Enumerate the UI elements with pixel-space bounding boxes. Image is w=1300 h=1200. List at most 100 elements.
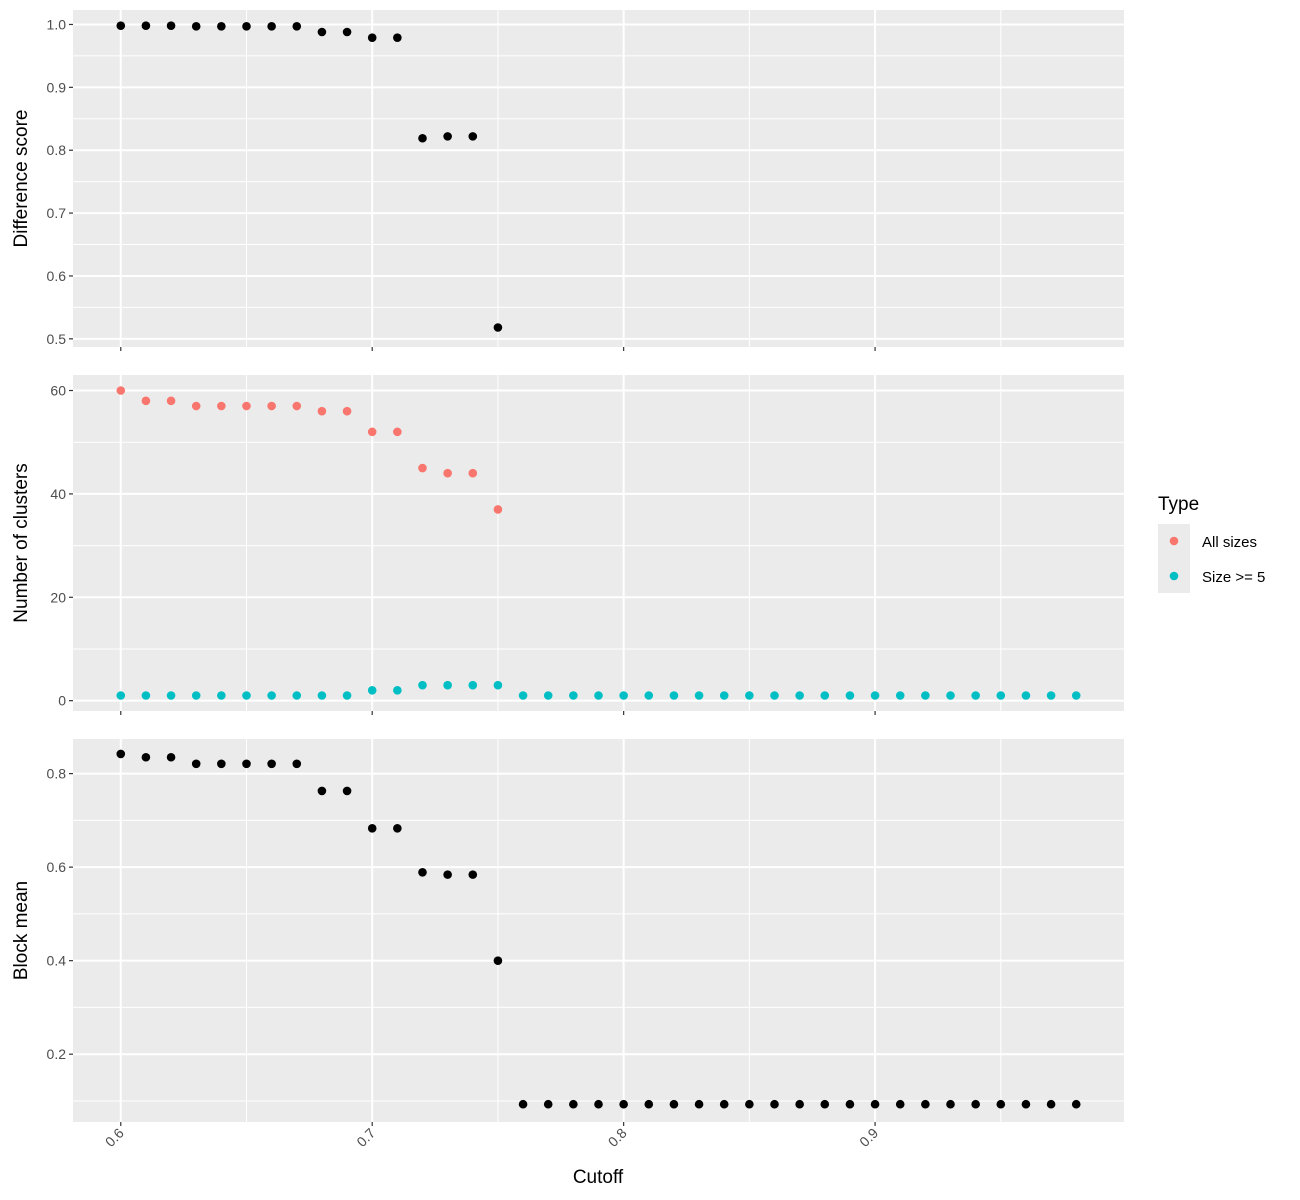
data-point — [895, 691, 905, 700]
data-point — [971, 691, 980, 700]
data-point — [292, 759, 302, 769]
x-tick-label: 0.7 — [353, 1125, 378, 1150]
data-point — [443, 870, 452, 879]
data-point — [292, 22, 302, 31]
data-point — [342, 691, 352, 700]
y-tick-label: 0.9 — [47, 79, 67, 95]
data-point — [921, 1099, 930, 1109]
panel-background — [73, 375, 1124, 711]
data-point — [342, 406, 352, 416]
data-point — [895, 1099, 905, 1109]
data-point — [367, 686, 377, 695]
panel-blockmean: 0.2 0.4 0.6 0.8 Block mean — [11, 739, 1124, 1126]
data-point — [317, 406, 327, 416]
series — [116, 749, 1081, 1109]
data-point — [267, 759, 276, 769]
data-point — [820, 1099, 830, 1109]
data-point — [1021, 691, 1031, 700]
data-point — [443, 468, 452, 478]
data-point — [116, 691, 126, 700]
legend-key-size-ge-5 — [1169, 571, 1179, 581]
data-point — [242, 401, 251, 411]
data-point — [242, 22, 251, 31]
data-point — [694, 1099, 704, 1109]
data-point — [367, 427, 377, 437]
y-tick-label: 0.8 — [47, 766, 67, 782]
y-tick-label: 0.4 — [47, 953, 67, 969]
legend-label-all-sizes: All sizes — [1202, 534, 1257, 551]
data-point — [317, 786, 327, 796]
data-point — [1021, 1099, 1031, 1109]
data-point — [870, 1099, 880, 1109]
data-point — [594, 1099, 603, 1109]
data-point — [217, 22, 226, 31]
data-point — [543, 691, 553, 700]
y-axis-title: Number of clusters — [11, 463, 32, 622]
panel-background — [73, 10, 1124, 347]
data-point — [292, 691, 302, 700]
data-point — [745, 691, 754, 700]
data-point — [594, 691, 603, 700]
data-point — [1071, 691, 1081, 700]
data-point — [694, 691, 704, 700]
panels-layer: 0.5 0.6 0.7 0.8 0.9 1.0 Difference score 0 20 40 6… — [11, 10, 1124, 1150]
legend: Type All sizes Size >= 5 — [1158, 494, 1265, 593]
data-point — [342, 27, 352, 37]
data-point — [367, 33, 377, 42]
data-point — [418, 867, 427, 877]
data-point — [317, 27, 327, 37]
y-tick-label: 0.8 — [47, 142, 67, 158]
y-tick-label: 0.7 — [47, 205, 67, 221]
data-point — [166, 691, 176, 700]
series — [116, 386, 503, 514]
data-point — [719, 691, 729, 700]
data-point — [669, 1099, 679, 1109]
y-tick-label: 0.5 — [47, 331, 67, 347]
data-point — [644, 691, 654, 700]
y-axis-title: Block mean — [11, 881, 32, 980]
x-tick-label: 0.9 — [856, 1125, 881, 1150]
data-point — [619, 691, 628, 700]
data-point — [569, 691, 578, 700]
data-point — [468, 132, 478, 141]
data-point — [141, 21, 151, 31]
data-point — [795, 1099, 804, 1109]
panel-background — [73, 739, 1124, 1122]
data-point — [217, 759, 226, 769]
data-point — [468, 680, 478, 690]
legend-key-all-sizes — [1169, 536, 1179, 546]
data-point — [242, 691, 251, 700]
data-point — [292, 401, 302, 411]
x-axis-title: Cutoff — [573, 1167, 624, 1188]
y-axis-title: Difference score — [11, 110, 32, 248]
data-point — [971, 1099, 980, 1109]
y-tick-label: 40 — [50, 486, 66, 502]
series — [116, 21, 503, 332]
y-tick-label: 0 — [58, 693, 66, 709]
data-point — [669, 691, 679, 700]
data-point — [393, 824, 402, 833]
data-point — [367, 824, 377, 833]
data-point — [493, 323, 503, 332]
data-point — [518, 691, 528, 700]
data-point — [468, 468, 478, 478]
data-point — [393, 686, 402, 695]
data-point — [996, 1099, 1006, 1109]
data-point — [468, 870, 478, 879]
data-point — [141, 691, 151, 700]
data-point — [418, 463, 427, 473]
data-point — [845, 1099, 855, 1109]
legend-title: Type — [1158, 494, 1199, 515]
y-tick-label: 0.6 — [47, 859, 67, 875]
data-point — [770, 1099, 779, 1109]
data-point — [1046, 1099, 1056, 1109]
data-point — [1046, 691, 1056, 700]
x-tick-label: 0.6 — [102, 1125, 127, 1150]
data-point — [619, 1099, 628, 1109]
data-point — [493, 505, 503, 514]
data-point — [317, 691, 327, 700]
y-tick-label: 60 — [50, 383, 66, 399]
data-point — [996, 691, 1006, 700]
data-point — [543, 1099, 553, 1109]
data-point — [141, 752, 151, 762]
